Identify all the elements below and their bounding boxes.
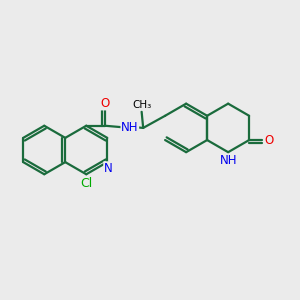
Text: NH: NH bbox=[219, 154, 237, 167]
Text: O: O bbox=[264, 134, 274, 146]
Text: N: N bbox=[104, 162, 112, 175]
Text: NH: NH bbox=[121, 121, 139, 134]
Text: CH₃: CH₃ bbox=[133, 100, 152, 110]
Text: Cl: Cl bbox=[80, 177, 92, 190]
Text: O: O bbox=[100, 97, 110, 110]
